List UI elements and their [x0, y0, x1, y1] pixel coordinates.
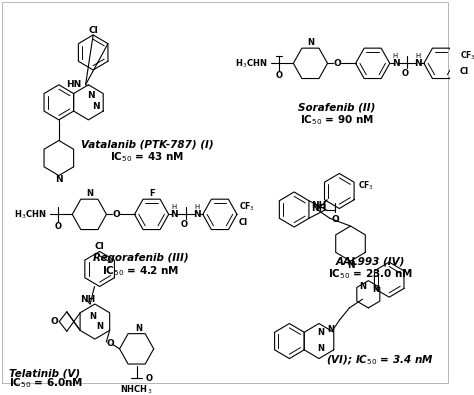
Text: N: N	[414, 59, 422, 68]
Text: O: O	[112, 210, 120, 219]
Text: H: H	[393, 53, 398, 58]
Text: Cl: Cl	[95, 242, 104, 251]
Text: N: N	[87, 91, 95, 100]
Text: N: N	[327, 325, 334, 334]
Text: IC$_{50}$ = 43 nM: IC$_{50}$ = 43 nM	[110, 150, 184, 164]
Text: O: O	[401, 69, 409, 77]
Text: N: N	[90, 312, 97, 321]
Text: H: H	[416, 53, 421, 58]
Text: N: N	[359, 282, 366, 291]
Text: N: N	[392, 59, 399, 68]
Text: F: F	[149, 190, 155, 198]
Text: Vatalanib (PTK-787) (I): Vatalanib (PTK-787) (I)	[81, 139, 213, 149]
Text: NH: NH	[311, 201, 326, 210]
Text: H$_3$CHN: H$_3$CHN	[14, 208, 47, 221]
Text: Cl: Cl	[88, 26, 98, 34]
Text: O: O	[333, 59, 341, 68]
Text: N: N	[86, 190, 93, 198]
Text: O: O	[106, 339, 114, 348]
Text: NH: NH	[311, 204, 326, 213]
Text: H: H	[172, 203, 177, 210]
Text: IC$_{50}$ = 23.0 nM: IC$_{50}$ = 23.0 nM	[328, 267, 412, 281]
Text: NH: NH	[80, 295, 95, 304]
Text: CF$_3$: CF$_3$	[460, 49, 474, 62]
Text: N: N	[171, 210, 178, 219]
Text: N: N	[96, 322, 103, 331]
Text: O: O	[332, 215, 339, 224]
Text: O: O	[55, 222, 61, 231]
Text: N: N	[318, 328, 324, 337]
Text: N: N	[92, 102, 100, 111]
Text: IC$_{50}$ = 6.0nM: IC$_{50}$ = 6.0nM	[9, 376, 84, 390]
Text: (VI); IC$_{50}$ = 3.4 nM: (VI); IC$_{50}$ = 3.4 nM	[326, 354, 433, 367]
Text: CF$_3$: CF$_3$	[358, 180, 374, 192]
Text: O: O	[146, 374, 153, 383]
Text: O: O	[180, 220, 187, 229]
Text: Regorafenib (III): Regorafenib (III)	[92, 253, 188, 263]
Text: Telatinib (V): Telatinib (V)	[9, 368, 81, 378]
Text: O: O	[51, 317, 58, 326]
Text: IC$_{50}$ = 90 nM: IC$_{50}$ = 90 nM	[300, 113, 374, 127]
Text: N: N	[307, 38, 314, 47]
Text: N: N	[318, 344, 324, 354]
Text: N: N	[135, 324, 142, 333]
Text: N: N	[373, 285, 379, 294]
Text: N: N	[193, 210, 201, 219]
Text: CF$_3$: CF$_3$	[239, 200, 255, 213]
Text: IC$_{50}$ = 4.2 nM: IC$_{50}$ = 4.2 nM	[102, 264, 179, 278]
Text: Cl: Cl	[460, 67, 469, 75]
Text: NHCH$_3$: NHCH$_3$	[120, 384, 153, 395]
Text: Cl: Cl	[239, 218, 248, 227]
Text: N: N	[55, 175, 63, 184]
Text: HN: HN	[66, 80, 82, 89]
Text: AAL993 (IV): AAL993 (IV)	[336, 256, 405, 266]
Text: H$_3$CHN: H$_3$CHN	[235, 57, 268, 70]
Text: Sorafenib (II): Sorafenib (II)	[298, 102, 375, 112]
Text: O: O	[275, 71, 283, 79]
Text: H: H	[194, 203, 200, 210]
Text: N: N	[346, 261, 355, 269]
